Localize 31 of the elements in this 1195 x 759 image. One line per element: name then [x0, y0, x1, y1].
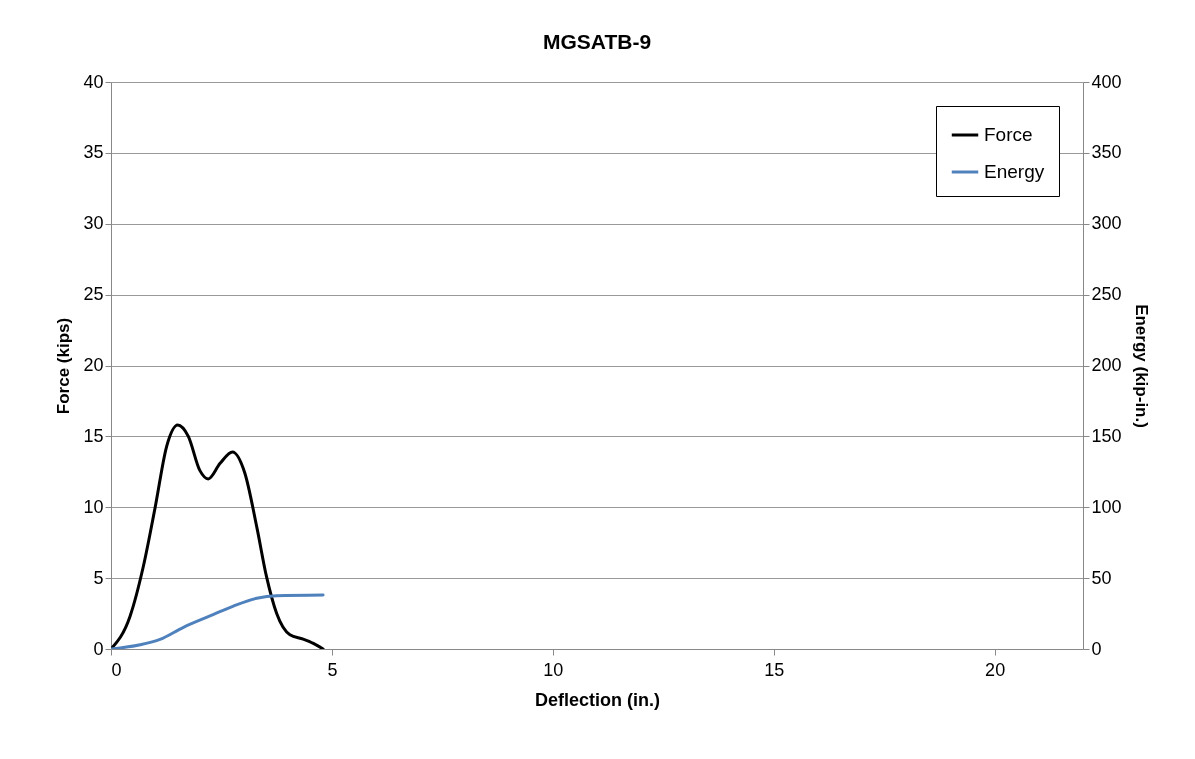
x-tick-label: 10: [543, 659, 564, 680]
y2-axis-title: Energy (kip-in.): [1131, 304, 1151, 428]
x-tick-label: 20: [985, 659, 1006, 680]
y-tick-label: 0: [93, 638, 104, 659]
y-tick-label: 40: [83, 71, 104, 92]
chart-title: MGSATB-9: [542, 30, 652, 53]
y2-tick-label: 350: [1091, 142, 1122, 163]
x-tick-label: 5: [327, 659, 338, 680]
y-tick-label: 10: [83, 496, 104, 517]
x-tick-label: 0: [111, 659, 122, 680]
y2-tick-label: 100: [1091, 496, 1122, 517]
y2-tick-label: 300: [1091, 213, 1122, 234]
y-tick-label: 15: [83, 425, 104, 446]
y2-tick-label: 250: [1091, 284, 1122, 305]
y2-tick-label: 50: [1091, 567, 1112, 588]
y-tick-label: 25: [83, 284, 104, 305]
y-tick-label: 5: [93, 567, 104, 588]
y-axis-title: Force (kips): [54, 317, 74, 415]
y-tick-label: 20: [83, 355, 104, 375]
legend-label: Energy: [984, 161, 1045, 182]
y2-tick-label: 400: [1091, 71, 1122, 92]
y2-tick-label: 150: [1091, 425, 1122, 446]
line-series: [111, 423, 325, 649]
y-tick-label: 30: [83, 213, 104, 234]
x-axis-title: Deflection (in.): [535, 689, 660, 710]
y2-tick-label: 200: [1091, 355, 1122, 375]
y-tick-label: 35: [83, 142, 104, 163]
line-series: [111, 593, 325, 649]
y2-tick-label: 0: [1091, 638, 1102, 659]
legend-label: Force: [984, 124, 1033, 145]
x-tick-label: 15: [764, 659, 785, 680]
